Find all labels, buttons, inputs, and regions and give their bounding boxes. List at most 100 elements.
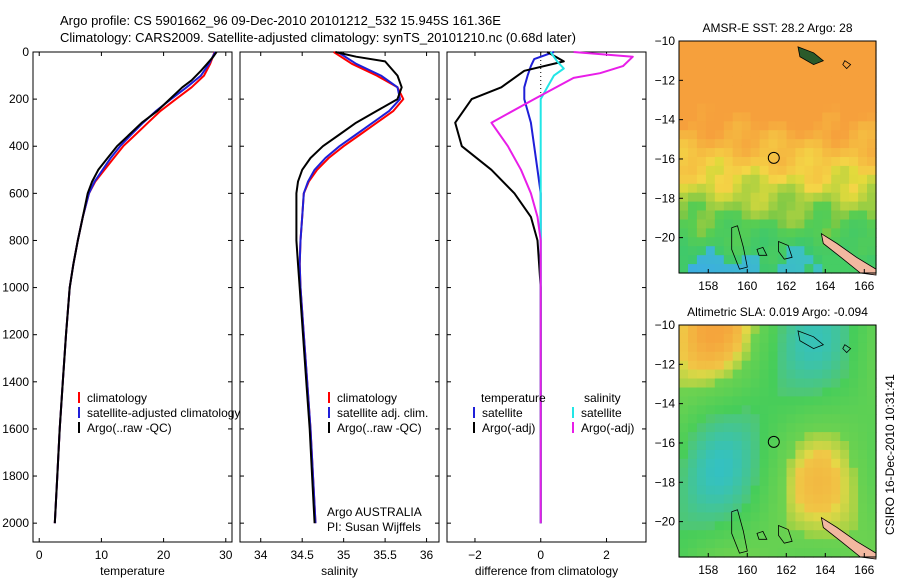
heatmap-cell	[858, 139, 868, 149]
heatmap-cell	[732, 325, 743, 335]
heatmap-cell	[723, 494, 734, 504]
heatmap-cell	[759, 423, 770, 433]
series-line-3	[539, 51, 565, 524]
heatmap-cell	[795, 333, 805, 344]
legend-entry: Argo(-adj)	[581, 421, 634, 435]
heatmap-cell	[822, 103, 832, 113]
heatmap-cell	[840, 432, 850, 442]
heatmap-cell	[867, 157, 877, 167]
heatmap-cell	[723, 41, 734, 51]
heatmap-cell	[786, 246, 797, 256]
heatmap-cell	[777, 85, 788, 96]
heatmap-cell	[768, 530, 779, 540]
x-tick-label: 36	[420, 548, 434, 562]
heatmap-cell	[759, 157, 770, 167]
heatmap-cell	[858, 201, 868, 212]
heatmap-cell	[804, 112, 814, 122]
heatmap-cell	[723, 342, 734, 353]
heatmap-cell	[759, 264, 770, 274]
heatmap-cell	[679, 548, 689, 558]
heatmap-cell	[867, 530, 877, 540]
heatmap-cell	[831, 449, 841, 460]
heatmap-cell	[867, 405, 877, 415]
heatmap-cell	[795, 219, 805, 229]
heatmap-cell	[688, 467, 698, 478]
heatmap-cell	[822, 139, 832, 149]
heatmap-cell	[795, 378, 805, 388]
heatmap-cell	[750, 405, 761, 415]
heatmap-cell	[714, 58, 725, 69]
heatmap-cell	[840, 228, 850, 238]
heatmap-cell	[705, 342, 716, 353]
series-line-2	[454, 51, 565, 524]
heatmap-cell	[705, 512, 716, 522]
heatmap-cell	[768, 192, 779, 203]
heatmap-cell	[723, 201, 734, 212]
heatmap-cell	[786, 325, 797, 335]
heatmap-cell	[696, 396, 707, 406]
legend-salinity-title: salinity	[584, 391, 621, 405]
heatmap-cell	[688, 539, 698, 549]
heatmap-cell	[768, 219, 779, 229]
heatmap-cell	[688, 157, 698, 167]
heatmap-cell	[777, 449, 788, 460]
heatmap-cell	[759, 387, 770, 397]
heatmap-cell	[795, 476, 805, 487]
heatmap-cell	[867, 94, 877, 104]
heatmap-cell	[741, 157, 752, 167]
heatmap-cell	[705, 210, 716, 220]
heatmap-cell	[804, 378, 814, 388]
heatmap-cell	[688, 130, 698, 140]
profile-panel-2: 34 34.5 35 35.5 36 salinity climatologysatelli…	[239, 51, 440, 578]
heatmap-cell	[768, 414, 779, 424]
heatmap-cell	[696, 432, 707, 442]
y-tick-label: 0	[22, 45, 29, 59]
heatmap-cell	[822, 325, 832, 335]
heatmap-cell	[741, 333, 752, 344]
heatmap-cell	[679, 396, 689, 406]
coastline	[756, 530, 768, 540]
heatmap-cell	[813, 423, 823, 433]
heatmap-cell	[858, 485, 868, 496]
heatmap-cell	[822, 360, 832, 371]
y-tick-label: 1800	[2, 469, 29, 483]
heatmap-cell	[741, 264, 752, 274]
heatmap-cell	[705, 255, 716, 265]
heatmap-cell	[822, 255, 832, 265]
map-panel-1: AMSR-E SST: 28.2 Argo: 28 158 160 162 164 166…	[655, 21, 877, 293]
heatmap-cell	[867, 503, 877, 513]
heatmap-cell	[705, 58, 716, 69]
heatmap-cell	[867, 174, 877, 185]
y-tick-label: 1200	[2, 328, 29, 342]
heatmap-cell	[714, 183, 725, 194]
heatmap-cell	[696, 210, 707, 220]
heatmap-cell	[858, 157, 868, 167]
heatmap-cell	[822, 264, 832, 274]
heatmap-cell	[696, 494, 707, 504]
heatmap-cell	[786, 255, 797, 265]
heatmap-cell	[732, 521, 743, 531]
heatmap-cell	[696, 441, 707, 451]
heatmap-cell	[831, 49, 841, 60]
heatmap-cell	[759, 165, 770, 176]
heatmap-cell	[732, 423, 743, 433]
heatmap-cell	[741, 192, 752, 203]
heatmap-cell	[705, 530, 716, 540]
heatmap-cell	[795, 183, 805, 194]
heatmap-cell	[688, 174, 698, 185]
heatmap-cell	[813, 58, 823, 69]
heatmap-cell	[795, 41, 805, 51]
heatmap-cell	[849, 360, 859, 371]
heatmap-cell	[750, 67, 761, 78]
heatmap-cell	[840, 201, 850, 212]
heatmap-cell	[714, 192, 725, 203]
heatmap-cell	[786, 485, 797, 496]
heatmap-cell	[858, 165, 868, 176]
heatmap-cell	[768, 174, 779, 185]
heatmap-cell	[795, 405, 805, 415]
heatmap-cell	[831, 148, 841, 158]
heatmap-cell	[849, 49, 859, 60]
heatmap-cell	[750, 201, 761, 212]
heatmap-cell	[795, 530, 805, 540]
heatmap-cell	[741, 467, 752, 478]
